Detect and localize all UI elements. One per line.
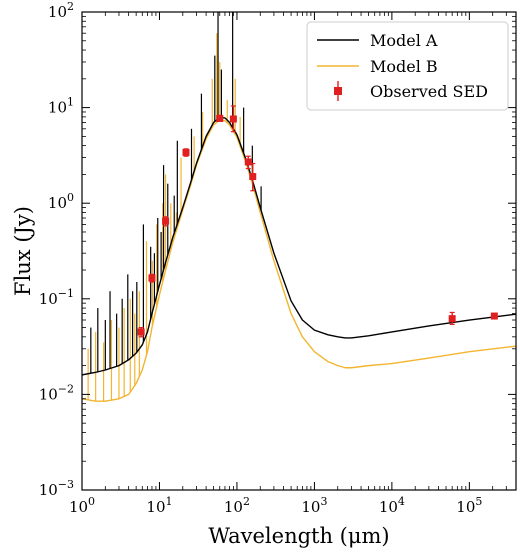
y-tick-label: 10−1 — [39, 287, 74, 308]
plot-frame — [81, 11, 517, 491]
y-tick-label: 100 — [48, 191, 74, 212]
y-tick-label: 102 — [48, 0, 74, 21]
sed-point — [137, 328, 145, 336]
sed-point — [182, 148, 190, 156]
x-tick-label: 100 — [69, 495, 95, 516]
x-tick-label: 102 — [224, 495, 250, 516]
legend-label-model-b: Model B — [370, 57, 438, 76]
sed-point — [490, 312, 498, 320]
axes-layer: 100 101 102 103 104 105 10−3 10−2 10−1 100 101 102 — [39, 0, 516, 516]
sed-point — [244, 158, 252, 166]
series-layer — [82, 12, 516, 402]
sed-point — [229, 115, 237, 123]
x-tick-label: 103 — [301, 495, 327, 516]
x-axis-title: Wavelength (μm) — [208, 524, 389, 548]
sed-point — [216, 114, 224, 122]
y-tick-label: 10−2 — [39, 382, 74, 403]
y-tick-label: 10−3 — [39, 478, 74, 499]
y-axis-title: Flux (Jy) — [11, 206, 35, 296]
y-tick-label: 101 — [48, 96, 74, 117]
sed-point — [249, 173, 257, 181]
legend: Model A Model B Observed SED — [306, 21, 509, 111]
series-line-model-a — [82, 116, 516, 376]
x-tick-label: 104 — [379, 495, 405, 516]
sed-point — [448, 315, 456, 323]
legend-label-observed: Observed SED — [370, 82, 488, 101]
sed-point — [148, 274, 156, 282]
x-tick-label: 101 — [146, 495, 172, 516]
legend-box — [306, 21, 509, 111]
legend-swatch-observed-marker — [334, 87, 342, 95]
series-line-model-b — [82, 119, 516, 402]
sed-point — [162, 217, 170, 225]
observed-points-layer — [137, 105, 498, 338]
legend-label-model-a: Model A — [370, 31, 438, 50]
x-tick-label: 105 — [456, 495, 482, 516]
